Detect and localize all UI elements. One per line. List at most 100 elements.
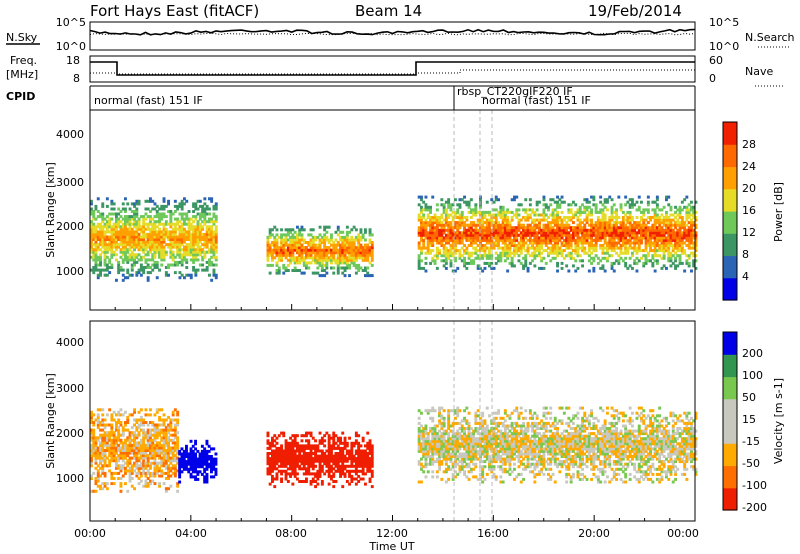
power-cell <box>112 230 116 234</box>
power-cell <box>694 233 698 237</box>
power-cell <box>266 253 270 257</box>
velocity-cell <box>149 474 152 478</box>
power-cell <box>440 231 444 235</box>
velocity-cell <box>305 477 308 481</box>
velocity-cell <box>309 446 313 450</box>
power-cell <box>531 244 534 247</box>
velocity-cell <box>169 451 173 455</box>
power-cell <box>183 276 186 280</box>
power-cell <box>581 210 584 214</box>
power-cell <box>599 266 603 270</box>
velocity-cell <box>126 446 130 450</box>
power-cell <box>660 238 664 242</box>
power-cell <box>103 243 107 247</box>
power-cell <box>587 218 591 222</box>
power-cell <box>592 198 596 202</box>
velocity-cell <box>171 466 175 470</box>
power-cell <box>531 251 534 255</box>
velocity-cell <box>103 433 107 437</box>
power-cell <box>176 245 180 249</box>
power-cell <box>687 210 691 214</box>
power-cell <box>277 246 281 250</box>
power-cell <box>302 263 306 267</box>
power-cell <box>194 250 198 254</box>
power-cell <box>621 226 625 230</box>
power-cell <box>694 226 698 230</box>
power-cell <box>581 228 584 232</box>
power-cell <box>665 238 668 242</box>
velocity-cell <box>176 441 180 445</box>
power-cell <box>576 208 580 212</box>
power-cell <box>330 238 333 242</box>
power-cell <box>553 246 557 250</box>
velocity-cell <box>103 431 107 435</box>
power-cell <box>444 223 448 227</box>
power-cell <box>424 221 428 225</box>
power-cell <box>567 223 571 227</box>
power-cell <box>153 220 157 224</box>
velocity-cell <box>92 441 96 445</box>
velocity-cell <box>212 447 216 451</box>
velocity-cell <box>158 451 161 455</box>
power-cell <box>92 235 96 239</box>
velocity-cell <box>158 433 161 437</box>
velocity-cell <box>153 428 157 432</box>
power-cell <box>210 235 214 239</box>
power-cell <box>130 232 134 236</box>
power-cell <box>426 213 430 217</box>
power-cell <box>151 199 155 203</box>
velocity-cell <box>96 479 100 483</box>
power-cell <box>110 245 114 249</box>
velocity-cell <box>194 467 197 471</box>
power-cell <box>497 223 500 227</box>
velocity-cell <box>99 423 102 427</box>
velocity-cell <box>300 457 304 461</box>
power-cell <box>336 225 340 229</box>
power-cell <box>662 221 666 225</box>
power-cell <box>547 221 550 225</box>
power-cell <box>569 218 573 222</box>
power-cell <box>592 266 596 270</box>
velocity-cell <box>133 469 136 473</box>
velocity-cell <box>151 421 155 424</box>
power-cell <box>128 215 132 219</box>
velocity-cell <box>316 444 320 448</box>
power-cell <box>146 271 150 275</box>
power-cell <box>137 202 141 206</box>
power-cell <box>160 258 164 262</box>
velocity-cell <box>167 451 170 455</box>
power-cell <box>350 248 354 252</box>
power-cell <box>359 230 363 234</box>
power-cell <box>481 226 485 230</box>
power-cell <box>560 261 564 265</box>
power-cell <box>633 203 637 207</box>
velocity-cell <box>291 464 295 468</box>
power-cell <box>692 244 696 247</box>
power-cell <box>578 236 582 240</box>
power-cell <box>320 266 324 270</box>
velocity-cell <box>121 428 125 432</box>
power-cell <box>485 246 489 250</box>
power-colorbar-label: Power [dB] <box>772 182 785 242</box>
power-cell <box>601 218 605 222</box>
power-cell <box>101 232 105 236</box>
power-cell <box>121 273 125 277</box>
power-cell <box>603 221 607 225</box>
power-cell <box>524 208 528 212</box>
power-cell <box>289 256 292 260</box>
velocity-cell <box>300 449 304 453</box>
power-cell <box>674 233 677 237</box>
power-cell <box>180 235 184 239</box>
velocity-cell <box>173 441 177 445</box>
power-cell <box>626 231 630 235</box>
power-cell <box>538 238 541 242</box>
power-cell <box>556 210 559 214</box>
velocity-cell <box>196 449 200 453</box>
velocity-cell <box>137 446 141 450</box>
power-cell <box>687 256 691 260</box>
power-cell <box>576 226 580 230</box>
power-cell <box>488 228 491 232</box>
power-cell <box>483 210 487 214</box>
power-cell <box>135 238 139 241</box>
velocity-cell <box>167 456 170 460</box>
